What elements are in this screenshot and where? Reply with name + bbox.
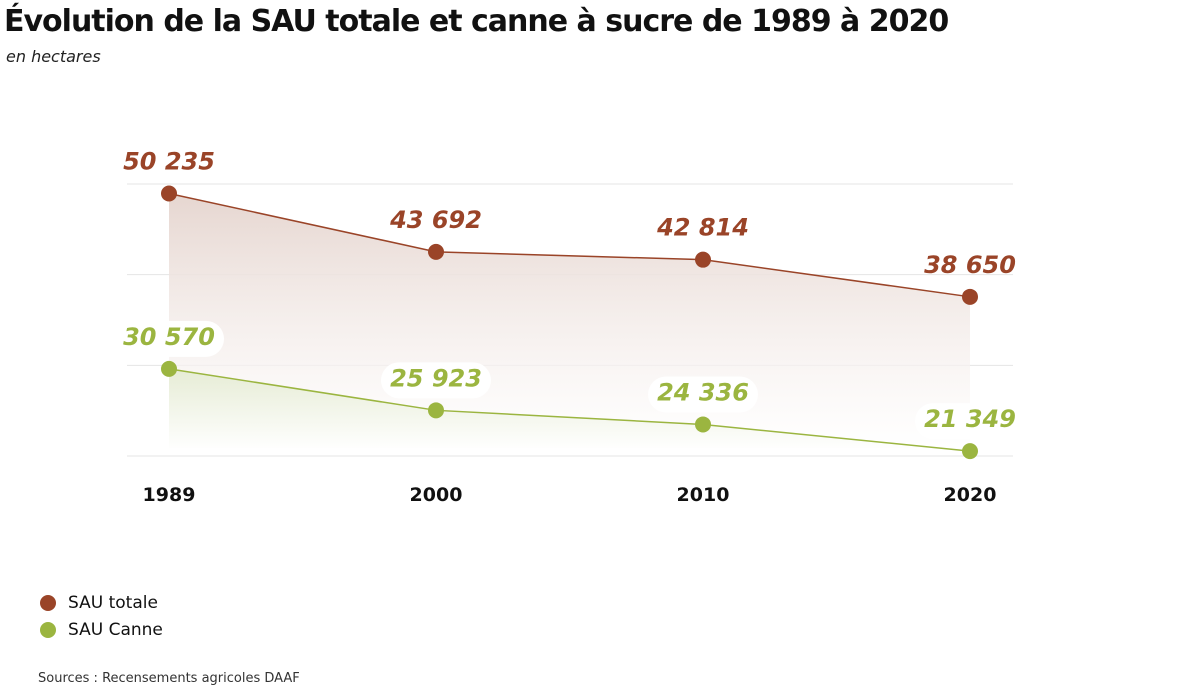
data-point	[962, 288, 978, 305]
data-label: 21 349	[924, 405, 1016, 433]
label-background	[915, 403, 1025, 440]
data-label: 30 570	[123, 323, 215, 351]
data-label: 24 336	[657, 378, 749, 406]
chart-title: Évolution de la SAU totale et canne à su…	[4, 4, 949, 39]
legend-item-sau-canne: SAU Canne	[40, 620, 163, 640]
data-point	[428, 402, 444, 419]
series-line	[168, 368, 971, 452]
data-point	[962, 443, 978, 460]
chart-subtitle: en hectares	[6, 47, 101, 66]
data-point	[161, 360, 177, 377]
data-label: 43 692	[389, 206, 482, 234]
x-tick-label: 1989	[143, 484, 196, 506]
legend-label: SAU Canne	[68, 620, 163, 640]
x-tick-label: 2020	[944, 484, 997, 506]
series-line	[168, 192, 971, 298]
legend-label: SAU totale	[68, 593, 158, 613]
data-point	[161, 185, 177, 202]
data-point	[695, 416, 711, 433]
area-fill-1	[169, 368, 970, 452]
legend-marker-icon	[40, 622, 56, 638]
data-label: 50 235	[123, 147, 215, 175]
data-point	[695, 251, 711, 268]
area-fill-0	[169, 193, 970, 448]
data-label: 25 923	[390, 364, 482, 392]
label-background	[648, 376, 758, 413]
label-background	[381, 362, 491, 399]
source-note: Sources : Recensements agricoles DAAF	[38, 671, 300, 686]
legend-item-sau-totale: SAU totale	[40, 593, 158, 613]
x-tick-label: 2000	[410, 484, 463, 506]
data-label: 42 814	[656, 214, 749, 242]
data-label: 38 650	[924, 251, 1016, 279]
x-tick-label: 2010	[677, 484, 730, 506]
label-background	[114, 320, 224, 357]
data-point	[428, 243, 444, 260]
legend-marker-icon	[40, 595, 56, 611]
